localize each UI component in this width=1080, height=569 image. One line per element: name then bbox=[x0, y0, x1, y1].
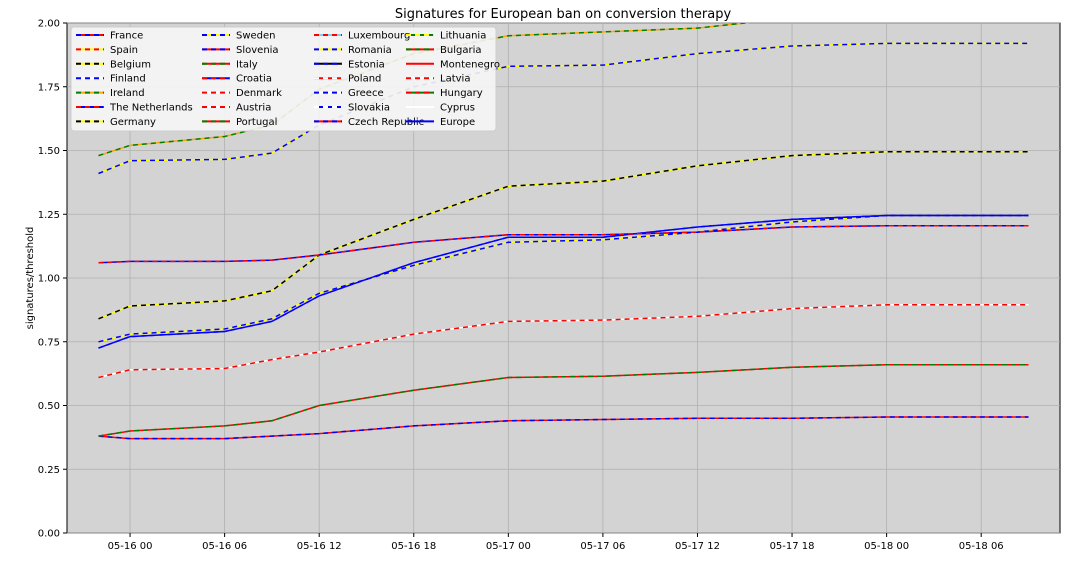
legend-label-poland: Poland bbox=[348, 74, 381, 85]
x-tick-label: 05-17 12 bbox=[675, 541, 720, 552]
legend-label-bulgaria: Bulgaria bbox=[440, 45, 481, 56]
y-tick-label: 0.00 bbox=[38, 529, 60, 540]
y-tick-label: 0.75 bbox=[38, 337, 60, 348]
y-tick-label: 1.75 bbox=[38, 82, 60, 93]
y-tick-label: 0.25 bbox=[38, 465, 60, 476]
y-tick-label: 1.25 bbox=[38, 210, 60, 221]
series-sweden-line bbox=[98, 214, 1029, 343]
legend-label-finland: Finland bbox=[110, 74, 146, 85]
legend-label-greece: Greece bbox=[348, 88, 384, 99]
legend-label-lithuania: Lithuania bbox=[440, 31, 486, 42]
x-tick-label: 05-18 00 bbox=[864, 541, 909, 552]
legend-label-italy: Italy bbox=[236, 59, 258, 70]
x-tick-label: 05-18 06 bbox=[959, 541, 1004, 552]
legend-label-denmark: Denmark bbox=[236, 88, 282, 99]
series-the-netherlands-line bbox=[98, 224, 1029, 264]
y-tick-label: 1.00 bbox=[38, 274, 60, 285]
x-tick-label: 05-17 06 bbox=[580, 541, 625, 552]
legend-label-czech-republic: Czech Republic bbox=[348, 117, 424, 128]
series-latvia-line bbox=[98, 304, 1029, 379]
y-tick-label: 1.50 bbox=[38, 146, 60, 157]
legend-label-spain: Spain bbox=[110, 45, 138, 56]
legend-label-the-netherlands: The Netherlands bbox=[109, 103, 193, 114]
legend-label-croatia: Croatia bbox=[236, 74, 272, 85]
x-tick-label: 05-16 06 bbox=[202, 541, 247, 552]
legend-box bbox=[70, 26, 497, 132]
x-tick-label: 05-16 00 bbox=[108, 541, 153, 552]
legend-label-austria: Austria bbox=[236, 103, 271, 114]
legend-label-slovenia: Slovenia bbox=[236, 45, 279, 56]
legend-label-belgium: Belgium bbox=[110, 59, 151, 70]
legend-label-ireland: Ireland bbox=[110, 88, 145, 99]
y-tick-label: 0.50 bbox=[38, 401, 60, 412]
legend-label-romania: Romania bbox=[348, 45, 392, 56]
y-tick-label: 2.00 bbox=[38, 19, 60, 30]
legend-label-sweden: Sweden bbox=[236, 31, 276, 42]
legend-label-estonia: Estonia bbox=[348, 59, 385, 70]
legend-label-portugal: Portugal bbox=[236, 117, 277, 128]
y-axis-label: signatures/threshold bbox=[25, 227, 36, 330]
series-germany-line bbox=[98, 151, 1029, 320]
x-tick-label: 05-17 00 bbox=[486, 541, 531, 552]
x-tick-label: 05-16 18 bbox=[391, 541, 436, 552]
x-tick-label: 05-17 18 bbox=[770, 541, 815, 552]
chart-title: Signatures for European ban on conversio… bbox=[395, 7, 732, 22]
legend-label-montenegro: Montenegro bbox=[440, 59, 500, 70]
legend-label-slovakia: Slovakia bbox=[348, 103, 390, 114]
legend-label-france: France bbox=[110, 31, 143, 42]
series-ireland-line bbox=[98, 23, 752, 157]
axes: 0.00 0.25 0.50 0.75 1.00 1.25 1.50 1.75 2.00 05-1… bbox=[38, 19, 1004, 553]
legend-label-latvia: Latvia bbox=[440, 74, 470, 85]
series-italy-line bbox=[98, 363, 1029, 437]
legend-label-europe: Europe bbox=[440, 117, 475, 128]
series-europe-line bbox=[98, 214, 1029, 349]
legend: France Spain Belgium Finland Ireland The Neth… bbox=[70, 26, 500, 132]
legend-label-luxembourg: Luxembourg bbox=[348, 31, 410, 42]
legend-label-germany: Germany bbox=[110, 117, 156, 128]
series-france-line bbox=[98, 416, 1029, 440]
legend-label-hungary: Hungary bbox=[440, 88, 483, 99]
legend-label-cyprus: Cyprus bbox=[440, 103, 475, 114]
x-tick-label: 05-16 12 bbox=[297, 541, 342, 552]
